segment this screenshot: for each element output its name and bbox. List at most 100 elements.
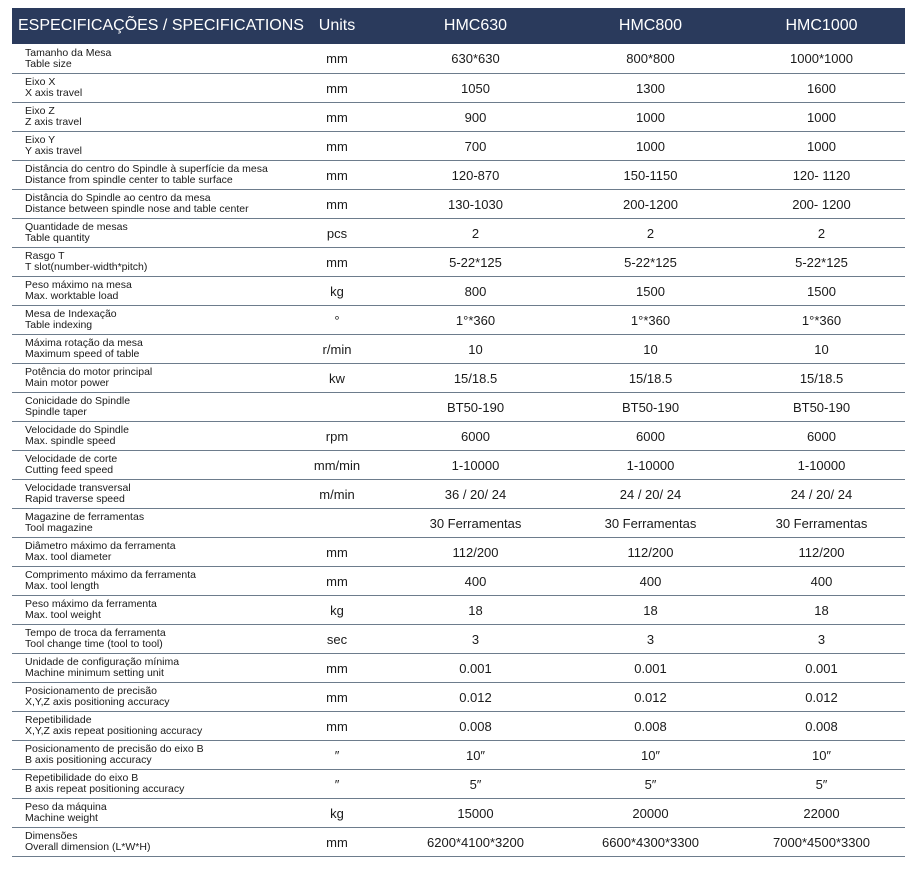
value-cell-hmc800: 0.008 (563, 711, 738, 741)
value-cell-hmc1000: 1500 (738, 276, 905, 306)
spec-name-pt: Distância do centro do Spindle à superfí… (25, 163, 268, 175)
spec-name-pt: Repetibilidade (25, 714, 92, 726)
value-cell-hmc1000: 1000*1000 (738, 44, 905, 74)
unit-cell: mm (286, 537, 388, 567)
spec-name-en: Max. tool diameter (25, 551, 112, 563)
spec-name-en: Maximum speed of table (25, 348, 140, 360)
value-cell-hmc800: 5-22*125 (563, 247, 738, 277)
value-cell-hmc630: 0.012 (388, 682, 563, 712)
unit-cell (286, 392, 388, 422)
unit-cell: sec (286, 624, 388, 654)
value-cell-hmc800: 30 Ferramentas (563, 508, 738, 538)
value-cell-hmc800: 1000 (563, 102, 738, 132)
spec-name-cell: Peso máximo na mesa Max. worktable load (12, 276, 286, 306)
unit-cell: mm (286, 653, 388, 683)
model-header-hmc630: HMC630 (388, 8, 563, 44)
value-cell-hmc630: 3 (388, 624, 563, 654)
spec-name-pt: Peso máximo da ferramenta (25, 598, 157, 610)
value-cell-hmc630: 15000 (388, 798, 563, 828)
value-cell-hmc800: 6000 (563, 421, 738, 451)
spec-name-pt: Distância do Spindle ao centro da mesa (25, 192, 211, 204)
table-row: Velocidade transversal Rapid traverse spe… (12, 479, 905, 509)
spec-name-en: X,Y,Z axis repeat positioning accuracy (25, 725, 203, 737)
spec-table: ESPECIFICAÇÕES / SPECIFICATIONS Units HM… (12, 8, 905, 857)
spec-name-pt: Posicionamento de precisão (25, 685, 157, 697)
spec-name-cell: Distância do Spindle ao centro da mesa Di… (12, 189, 286, 219)
spec-name-en: Tool change time (tool to tool) (25, 638, 163, 650)
value-cell-hmc630: 6200*4100*3200 (388, 827, 563, 857)
spec-name-en: Table size (25, 57, 72, 70)
spec-name-en: B axis positioning accuracy (25, 754, 152, 766)
value-cell-hmc800: 800*800 (563, 44, 738, 74)
unit-cell: mm (286, 827, 388, 857)
spec-name-pt: Máxima rotação da mesa (25, 337, 143, 349)
value-cell-hmc630: 0.008 (388, 711, 563, 741)
unit-cell: kg (286, 798, 388, 828)
spec-name-en: Spindle taper (25, 406, 87, 418)
spec-name-en: Distance between spindle nose and table … (25, 203, 249, 215)
value-cell-hmc800: 112/200 (563, 537, 738, 567)
spec-name-pt: Peso da máquina (25, 801, 107, 813)
table-row: Tempo de troca da ferramenta Tool change … (12, 624, 905, 654)
value-cell-hmc630: 6000 (388, 421, 563, 451)
value-cell-hmc800: 18 (563, 595, 738, 625)
spec-name-pt: Velocidade transversal (25, 482, 131, 494)
spec-name-pt: Tamanho da Mesa (25, 46, 112, 59)
unit-cell: m/min (286, 479, 388, 509)
spec-name-cell: Velocidade de corte Cutting feed speed (12, 450, 286, 480)
value-cell-hmc1000: 6000 (738, 421, 905, 451)
table-row: Distância do Spindle ao centro da mesa Di… (12, 189, 905, 219)
spec-name-cell: Comprimento máximo da ferramenta Max. too… (12, 566, 286, 596)
value-cell-hmc630: 630*630 (388, 44, 563, 74)
spec-name-cell: Magazine de ferramentas Tool magazine (12, 508, 286, 538)
unit-cell: kw (286, 363, 388, 393)
value-cell-hmc800: 6600*4300*3300 (563, 827, 738, 857)
value-cell-hmc630: 30 Ferramentas (388, 508, 563, 538)
unit-cell: r/min (286, 334, 388, 364)
unit-cell (286, 508, 388, 538)
model-header-hmc800: HMC800 (563, 8, 738, 44)
spec-name-en: Machine minimum setting unit (25, 667, 164, 679)
value-cell-hmc1000: 15/18.5 (738, 363, 905, 393)
table-row: Máxima rotação da mesa Maximum speed of t… (12, 334, 905, 364)
unit-cell: mm/min (286, 450, 388, 480)
value-cell-hmc800: 1500 (563, 276, 738, 306)
spec-name-en: X,Y,Z axis positioning accuracy (25, 696, 170, 708)
value-cell-hmc800: 400 (563, 566, 738, 596)
value-cell-hmc800: BT50-190 (563, 392, 738, 422)
spec-name-cell: Potência do motor principal Main motor po… (12, 363, 286, 393)
value-cell-hmc630: 130-1030 (388, 189, 563, 219)
table-row: Quantidade de mesas Table quantity pcs 2 2 2 (12, 218, 905, 248)
value-cell-hmc1000: 200- 1200 (738, 189, 905, 219)
value-cell-hmc1000: 2 (738, 218, 905, 248)
spec-name-pt: Conicidade do Spindle (25, 395, 131, 407)
value-cell-hmc800: 5″ (563, 769, 738, 799)
spec-name-pt: Potência do motor principal (25, 366, 153, 378)
value-cell-hmc800: 20000 (563, 798, 738, 828)
value-cell-hmc630: 2 (388, 218, 563, 248)
unit-cell: mm (286, 566, 388, 596)
value-cell-hmc630: 900 (388, 102, 563, 132)
value-cell-hmc1000: 0.008 (738, 711, 905, 741)
spec-name-en: X axis travel (25, 87, 83, 99)
value-cell-hmc1000: 1000 (738, 131, 905, 161)
unit-cell: mm (286, 73, 388, 103)
unit-cell: ″ (286, 740, 388, 770)
unit-cell: mm (286, 682, 388, 712)
value-cell-hmc630: 1-10000 (388, 450, 563, 480)
spec-name-pt: Mesa de Indexação (25, 308, 117, 320)
spec-name-pt: Velocidade do Spindle (25, 424, 129, 436)
value-cell-hmc800: 150-1150 (563, 160, 738, 190)
value-cell-hmc1000: 0.012 (738, 682, 905, 712)
spec-name-cell: Velocidade transversal Rapid traverse spe… (12, 479, 286, 509)
spec-name-cell: Repetibilidade X,Y,Z axis repeat position… (12, 711, 286, 741)
value-cell-hmc630: 120-870 (388, 160, 563, 190)
spec-name-en: B axis repeat positioning accuracy (25, 783, 185, 795)
